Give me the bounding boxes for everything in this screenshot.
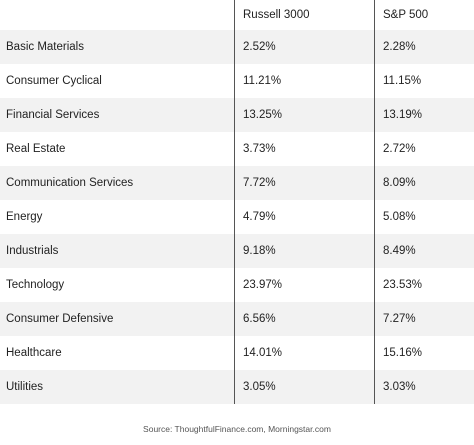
table-row: Communication Services 7.72% 8.09% [0,166,474,200]
row-sp-500-value: 8.49% [374,234,474,268]
row-sector: Financial Services [6,109,100,121]
row-sector: Consumer Cyclical [6,75,102,87]
header-sector [0,0,234,30]
table-row: Consumer Defensive 6.56% 7.27% [0,302,474,336]
row-russell-3000-value: 3.05% [234,370,374,404]
table-row: Industrials 9.18% 8.49% [0,234,474,268]
row-sp-500-value: 15.16% [374,336,474,370]
row-sp-500-value: 11.15% [374,64,474,98]
row-sp-500-value: 23.53% [374,268,474,302]
row-sector: Basic Materials [6,41,84,53]
table-row: Real Estate 3.73% 2.72% [0,132,474,166]
row-sp-500-value: 13.19% [374,98,474,132]
row-russell-3000-value: 4.79% [234,200,374,234]
row-russell-3000-value: 14.01% [234,336,374,370]
table-row: Financial Services 13.25% 13.19% [0,98,474,132]
row-russell-3000-value: 13.25% [234,98,374,132]
row-russell-3000-value: 7.72% [234,166,374,200]
row-sector: Real Estate [6,143,66,155]
row-sp-500-value: 2.28% [374,30,474,64]
row-sector: Industrials [6,245,59,257]
row-russell-3000-value: 9.18% [234,234,374,268]
row-russell-3000-value: 2.52% [234,30,374,64]
row-sector: Energy [6,211,43,223]
row-sector: Communication Services [6,177,134,189]
row-sector: Healthcare [6,347,62,359]
row-sp-500-value: 8.09% [374,166,474,200]
row-russell-3000-value: 3.73% [234,132,374,166]
row-russell-3000-value: 11.21% [234,64,374,98]
table-header-row: Russell 3000 S&P 500 [0,0,474,30]
table-row: Consumer Cyclical 11.21% 11.15% [0,64,474,98]
sector-weights-table: Russell 3000 S&P 500 Basic Materials 2.5… [0,0,474,404]
row-sector: Utilities [6,381,44,393]
row-sector: Technology [6,279,65,291]
table-row: Healthcare 14.01% 15.16% [0,336,474,370]
header-russell-3000: Russell 3000 [234,0,374,30]
header-sp-500: S&P 500 [374,0,474,30]
row-russell-3000-value: 6.56% [234,302,374,336]
source-caption: Source: ThoughtfulFinance.com, Morningst… [143,424,331,434]
row-russell-3000-value: 23.97% [234,268,374,302]
row-sp-500-value: 3.03% [374,370,474,404]
row-sector: Consumer Defensive [6,313,114,325]
table-row: Energy 4.79% 5.08% [0,200,474,234]
table-row: Basic Materials 2.52% 2.28% [0,30,474,64]
row-sp-500-value: 7.27% [374,302,474,336]
table-row: Technology 23.97% 23.53% [0,268,474,302]
row-sp-500-value: 5.08% [374,200,474,234]
table-row: Utilities 3.05% 3.03% [0,370,474,404]
row-sp-500-value: 2.72% [374,132,474,166]
